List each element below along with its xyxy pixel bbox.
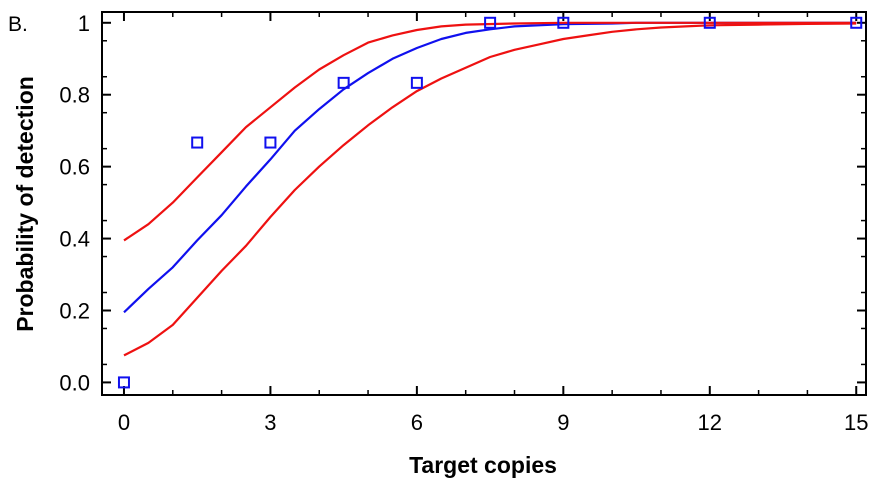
y-tick-label: 0.2 [59,298,90,323]
x-tick-label: 9 [557,410,569,435]
data-point-marker [337,76,350,89]
x-tick-label: 15 [844,410,868,435]
data-point-marker [703,16,716,29]
data-point-marker [191,136,204,149]
data-point-marker [117,376,130,389]
x-tick-label: 6 [411,410,423,435]
series-layer [117,16,863,389]
y-axis-title: Probability of detection [12,76,38,332]
x-tick-label: 0 [118,410,130,435]
y-tick-label: 0.0 [59,370,90,395]
lower-bound-line [123,22,857,357]
x-tick-label: 12 [698,410,722,435]
data-point-marker [850,16,863,29]
y-tick-label: 0.4 [59,227,90,252]
axis-tick-labels: 0 3 6 9 12 15 0.0 0.2 0.4 0.6 0.8 1 [59,11,868,435]
plot-frame [101,11,867,396]
y-tick-label: 1 [78,11,90,36]
axis-ticks [102,12,866,395]
y-tick-label: 0.6 [59,155,90,180]
data-point-marker [484,16,497,29]
y-tick-label: 0.8 [59,83,90,108]
plot-border [101,11,867,396]
fitted-curve-line [123,21,857,314]
x-tick-label: 3 [264,410,276,435]
data-point-marker [264,136,277,149]
data-point-marker [410,76,423,89]
panel-label: B. [8,13,28,36]
x-axis-title: Target copies [409,452,557,478]
data-point-marker [557,16,570,29]
upper-bound-line [123,21,857,242]
